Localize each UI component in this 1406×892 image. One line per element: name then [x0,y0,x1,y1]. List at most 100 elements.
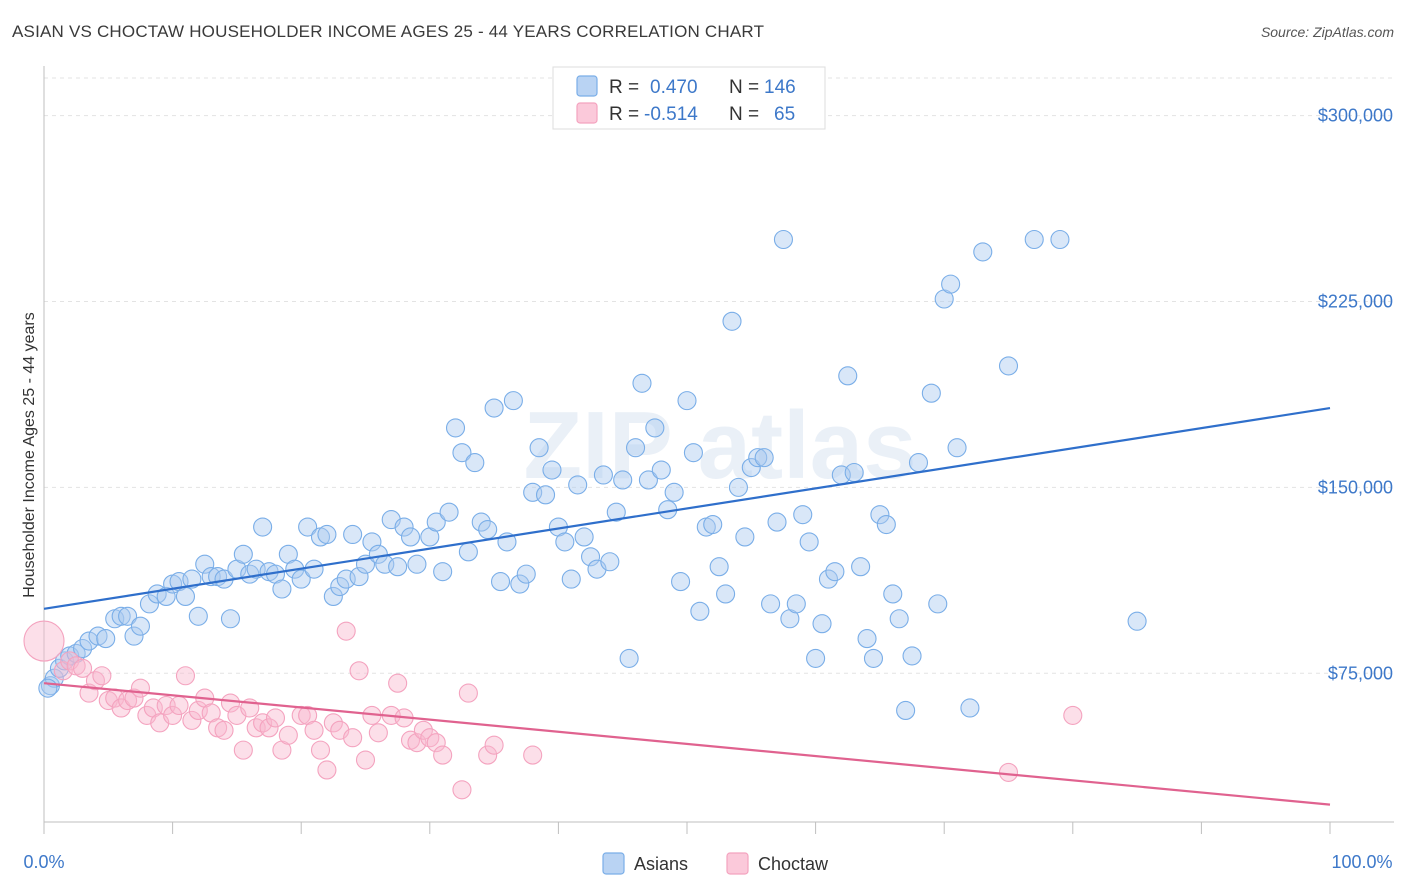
point-asians [484,398,504,418]
point-asians [317,524,337,545]
point-asians [426,512,446,532]
point-asians [516,564,536,584]
point-asians [490,572,511,592]
point-asians [362,532,382,552]
point-asians [876,515,896,535]
point-asians [902,646,922,666]
point-asians [220,609,241,629]
point-choctaw [169,695,189,716]
y-axis-label: Householder Income Ages 25 - 44 years [21,312,38,598]
point-asians [863,648,884,668]
point-asians [38,678,58,698]
series-legend: Asians Choctaw [602,852,829,875]
bottom-legend-swatch-asians [602,852,625,875]
point-choctaw [349,661,369,681]
point-asians [998,356,1019,376]
point-asians [580,547,601,567]
point-asians [735,527,755,547]
point-asians [896,700,916,721]
point-asians [709,557,729,577]
point-choctaw [310,740,331,760]
point-asians [465,453,485,473]
chart-title: ASIAN VS CHOCTAW HOUSEHOLDER INCOME AGES… [12,22,765,41]
point-asians [703,515,723,535]
chart-source: Source: ZipAtlas.com [1260,24,1394,40]
point-choctaw [182,710,202,730]
point-choctaw [368,723,388,743]
point-asians [323,586,343,606]
point-asians [304,559,324,579]
point-asians [870,505,890,525]
y-tick-label: $300,000 [1318,106,1393,126]
point-asians [741,457,761,478]
trendline-choctaw [43,682,1331,806]
point-asians [857,629,877,649]
point-asians [638,470,658,490]
point-choctaw [92,666,112,686]
point-asians [452,443,472,463]
point-asians [88,626,108,646]
point-asians [690,601,710,621]
point-choctaw [484,735,504,755]
point-choctaw [998,762,1019,782]
point-asians [253,517,273,537]
point-choctaw [130,678,150,698]
point-asians [651,460,671,480]
point-choctaw [407,733,427,753]
point-choctaw [413,720,433,740]
point-asians [960,698,980,718]
point-asians [613,470,633,490]
point-asians [272,579,292,599]
point-choctaw [214,720,234,740]
y-tick-labels: $75,000 $150,000 $225,000 $300,000 [1318,106,1393,684]
point-asians [645,418,665,438]
point-choctaw [265,708,286,728]
bottom-legend-label-asians: Asians [634,854,688,874]
gridlines [44,77,1394,674]
point-asians [445,418,466,438]
point-asians [844,462,864,483]
point-choctaw [420,728,440,748]
point-asians [188,606,208,626]
legend-r-value-choctaw: -0.514 [644,104,698,125]
point-asians [182,569,202,589]
stats-legend: R = 0.470 N = 146 R = -0.514 N = 65 [552,66,826,130]
point-choctaw [253,713,273,733]
point-asians [941,274,961,294]
bottom-legend-swatch-choctaw [726,852,749,875]
point-choctaw [85,671,105,691]
point-asians [806,648,826,668]
point-choctaw [53,661,73,681]
point-asians [433,562,453,582]
point-asians [394,517,414,537]
point-asians [793,505,813,525]
point-asians [799,532,819,552]
point-asians [812,614,832,634]
legend-swatch-asians [576,75,598,97]
point-asians [1050,229,1070,250]
point-asians [343,524,363,545]
point-asians [175,586,196,606]
legend-n-label-choctaw: N = [729,104,759,125]
point-asians [664,482,684,502]
point-asians [458,542,478,562]
point-asians [683,443,703,463]
point-asians [330,576,350,597]
point-asians [407,554,427,574]
point-choctaw [124,688,144,708]
point-asians [748,448,768,468]
point-choctaw [458,683,478,703]
point-asians [677,391,697,411]
point-choctaw [323,713,343,733]
point-asians [555,532,575,552]
point-choctaw [73,658,93,678]
point-asians [761,594,781,614]
point-asians [471,512,491,532]
point-asians [600,552,620,572]
point-asians [889,609,909,629]
legend-n-value-asians: 146 [764,77,796,98]
point-asians [928,594,948,614]
point-choctaw [304,720,324,740]
point-asians [851,557,871,577]
